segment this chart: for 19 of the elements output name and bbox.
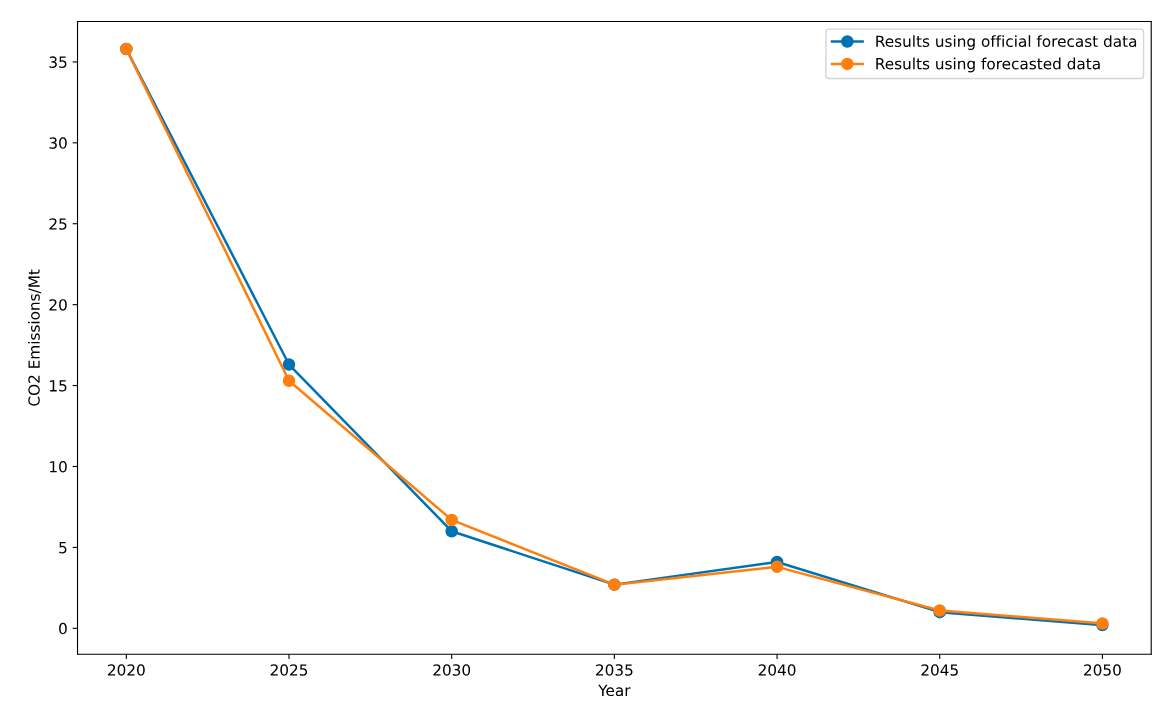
x-tick-label: 2035: [596, 664, 633, 676]
x-tick-label: 2030: [433, 664, 471, 676]
y-tick-label: 0: [59, 622, 67, 635]
x-tick-label: 2040: [758, 664, 796, 676]
legend-label: Results using forecasted data: [876, 57, 1100, 73]
y-tick-label: 10: [50, 460, 67, 473]
y-tick-label: 5: [59, 542, 67, 554]
x-tick-label: 2050: [1084, 664, 1121, 676]
legend-label: Results using official forecast data: [876, 35, 1137, 50]
y-tick-label: 20: [49, 299, 67, 311]
y-tick-label: 25: [49, 218, 67, 230]
y-tick-label: 30: [49, 137, 67, 149]
x-axis-title: Year: [598, 684, 631, 697]
x-tick-label: 2020: [108, 664, 145, 676]
y-tick-label: 15: [50, 380, 67, 392]
y-tick-label: 35: [49, 56, 67, 68]
y-axis-title: CO2 Emissions/Mt: [28, 269, 42, 406]
x-tick-label: 2025: [270, 664, 308, 676]
x-tick-label: 2045: [921, 664, 958, 676]
